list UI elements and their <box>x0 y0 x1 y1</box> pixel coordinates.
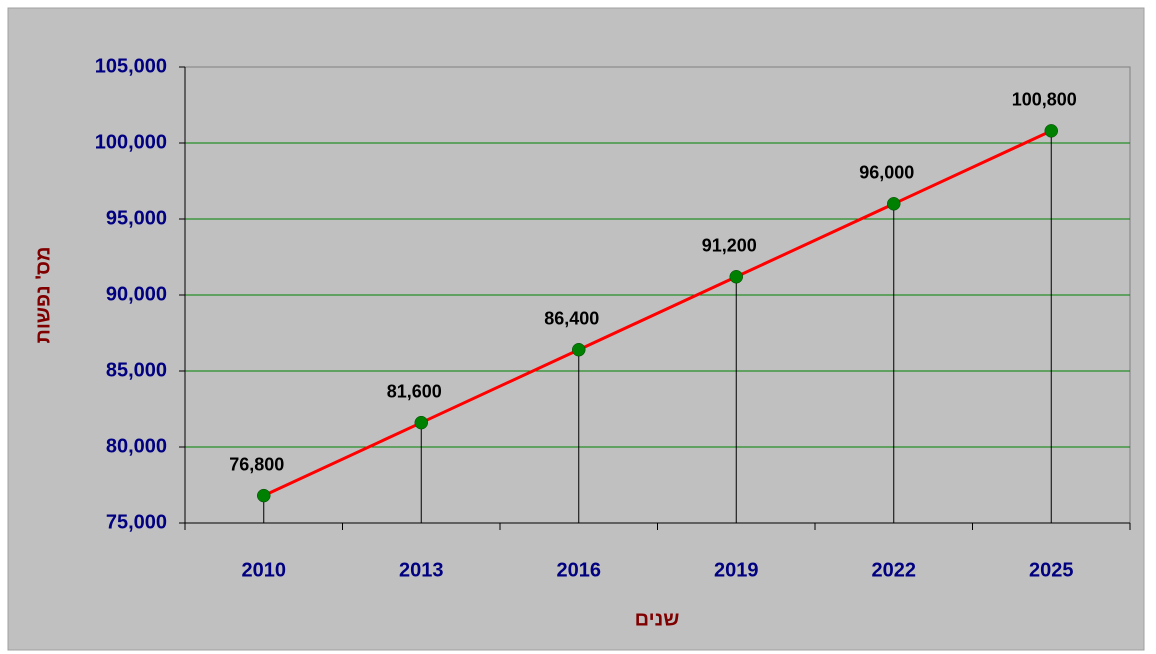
y-tick-label: 105,000 <box>95 55 167 77</box>
x-tick-label: 2010 <box>242 559 287 581</box>
marker <box>729 270 743 284</box>
y-axis-title: מס' נפשות <box>32 247 54 344</box>
marker <box>414 415 428 430</box>
x-tick-label: 2016 <box>557 559 602 581</box>
x-tick-label: 2025 <box>1029 559 1074 581</box>
data-label: 81,600 <box>387 381 442 401</box>
marker <box>1044 124 1058 138</box>
line <box>263 129 1052 498</box>
data-label: 76,800 <box>229 454 284 474</box>
data-label: 91,200 <box>702 236 757 256</box>
data-label: 86,400 <box>544 308 599 328</box>
x-axis-title: שנים <box>635 608 680 630</box>
y-tick-label: 80,000 <box>106 435 167 457</box>
y-tick-label: 85,000 <box>106 359 167 381</box>
y-tick-label: 95,000 <box>106 207 167 229</box>
y-tick-label: 90,000 <box>106 283 167 305</box>
x-tick-label: 2013 <box>399 559 444 581</box>
data-label: 100,800 <box>1012 90 1077 110</box>
marker <box>257 488 271 503</box>
y-tick-label: 75,000 <box>106 511 167 533</box>
marker <box>572 342 586 357</box>
x-tick-label: 2022 <box>872 559 917 581</box>
data-label: 96,000 <box>859 163 914 183</box>
x-tick-label: 2019 <box>714 559 759 581</box>
y-tick-label: 100,000 <box>95 131 167 153</box>
marker <box>887 197 901 211</box>
